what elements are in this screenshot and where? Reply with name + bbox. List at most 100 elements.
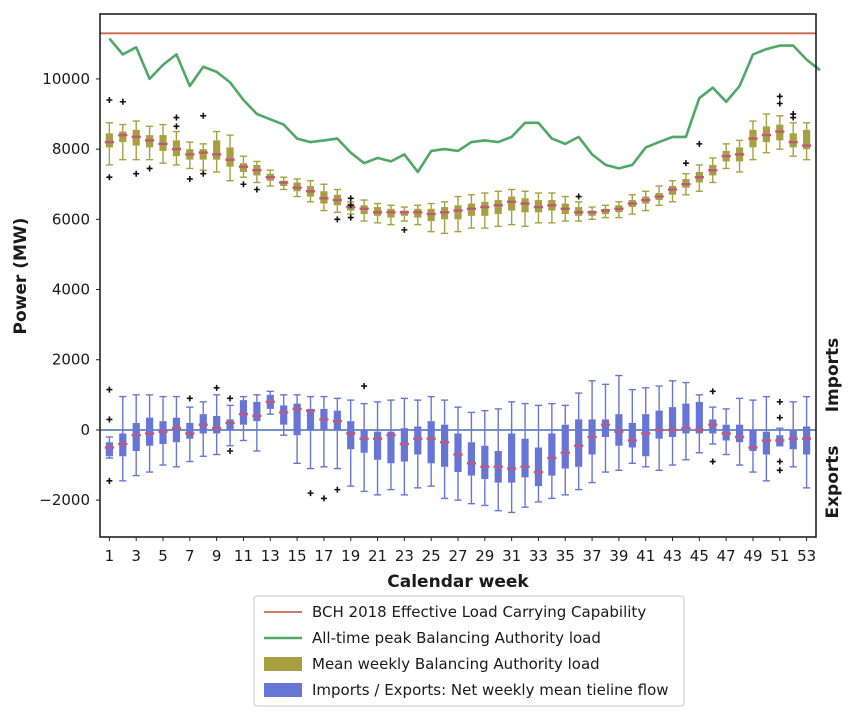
load-iqr-box [199, 149, 207, 160]
x-tick-label: 1 [105, 547, 115, 565]
x-tick-label: 41 [636, 547, 655, 565]
flow-iqr-box [306, 408, 315, 430]
flow-box-week-26 [439, 399, 450, 500]
x-tick-label: 31 [502, 547, 521, 565]
load-box-week-40 [627, 194, 637, 215]
load-box-week-53 [802, 122, 812, 161]
x-tick-label: 11 [234, 547, 253, 565]
flow-box-week-29 [480, 409, 490, 507]
flow-iqr-box [695, 401, 703, 434]
load-box-week-32 [520, 190, 530, 228]
load-flier [106, 174, 113, 181]
load-box-week-23 [399, 206, 409, 233]
flow-iqr-box [226, 419, 234, 430]
load-iqr-box [454, 205, 462, 220]
flow-box-week-53 [802, 395, 812, 489]
load-flier [146, 165, 153, 172]
load-box-week-27 [453, 195, 463, 233]
legend-entry-label: All-time peak Balancing Authority load [312, 629, 601, 647]
flow-box-week-9 [212, 384, 222, 456]
flow-iqr-box [762, 431, 770, 455]
y-tick-label: 2000 [52, 351, 90, 369]
flow-box-week-22 [386, 399, 396, 491]
flow-box-week-18 [332, 397, 342, 493]
flow-iqr-box [642, 414, 650, 457]
flow-iqr-box [414, 426, 422, 455]
load-flier [347, 202, 354, 209]
flow-box-week-41 [641, 387, 651, 468]
load-flier [119, 98, 126, 105]
legend-entry-label: Imports / Exports: Net weekly mean tieli… [312, 681, 669, 699]
flow-iqr-box [735, 424, 744, 443]
flow-box-week-48 [734, 397, 745, 466]
load-flier [240, 181, 247, 188]
load-box-week-42 [654, 185, 664, 206]
flow-iqr-box [534, 447, 543, 487]
load-box-week-47 [721, 143, 731, 170]
flow-iqr-box [682, 403, 690, 434]
load-box-week-44 [681, 160, 691, 196]
load-box-week-35 [560, 195, 570, 222]
load-iqr-box [226, 147, 234, 167]
load-box-week-46 [708, 157, 718, 184]
load-flier [790, 114, 797, 121]
flow-box-week-40 [627, 388, 637, 464]
load-flier [186, 175, 193, 182]
flow-box-week-47 [721, 408, 731, 456]
load-flier [106, 96, 113, 103]
flow-iqr-box [387, 431, 395, 464]
flow-box-week-21 [372, 401, 383, 496]
x-tick-label: 45 [690, 547, 709, 565]
x-tick-label: 5 [158, 547, 168, 565]
legend-patch-swatch [264, 657, 302, 671]
flow-box-week-31 [507, 401, 517, 514]
load-box-week-43 [667, 180, 678, 203]
load-box-week-41 [641, 190, 651, 212]
flow-flier [334, 486, 341, 493]
flow-flier [227, 448, 234, 455]
load-iqr-box [119, 131, 127, 143]
load-box-week-49 [748, 120, 758, 161]
x-axis-label: Calendar week [387, 572, 529, 592]
flow-box-week-8 [198, 401, 208, 457]
load-box-week-1 [104, 96, 114, 181]
load-iqr-box [105, 133, 113, 148]
flow-box-week-42 [654, 385, 664, 472]
flow-iqr-box [105, 442, 113, 457]
load-box-week-20 [359, 199, 369, 222]
flow-iqr-box [373, 431, 382, 460]
load-flier [696, 140, 703, 147]
flow-iqr-box [454, 433, 462, 473]
load-box-week-7 [185, 141, 195, 182]
legend-entry-label: Mean weekly Balancing Authority load [312, 655, 600, 673]
flow-box-week-49 [748, 399, 758, 473]
legend-patch-swatch [264, 683, 302, 697]
flow-iqr-box [427, 421, 435, 464]
load-box-week-10 [225, 134, 235, 182]
x-tick-label: 3 [131, 547, 141, 565]
flow-box-week-37 [587, 380, 597, 484]
load-box-week-5 [158, 123, 168, 164]
flow-iqr-box [749, 429, 757, 452]
load-flier [133, 170, 140, 177]
x-tick-label: 47 [717, 547, 736, 565]
flow-iqr-box [803, 426, 811, 455]
flow-box-week-45 [694, 394, 704, 454]
flow-iqr-box [280, 405, 288, 425]
load-box-week-34 [547, 192, 557, 224]
load-box-week-14 [279, 176, 289, 191]
flow-iqr-box [213, 415, 221, 434]
load-flier [682, 160, 689, 167]
flow-flier [227, 395, 234, 402]
load-box-week-51 [775, 93, 785, 150]
flow-flier [320, 495, 327, 502]
load-box-week-3 [131, 120, 141, 177]
load-flier [334, 216, 341, 223]
load-iqr-box [213, 140, 221, 160]
exports-label: Exports [823, 445, 843, 518]
flow-iqr-box [360, 429, 368, 453]
x-tick-label: 23 [395, 547, 414, 565]
load-flier [347, 214, 354, 221]
flow-flier [106, 477, 113, 484]
load-box-week-9 [212, 130, 222, 173]
